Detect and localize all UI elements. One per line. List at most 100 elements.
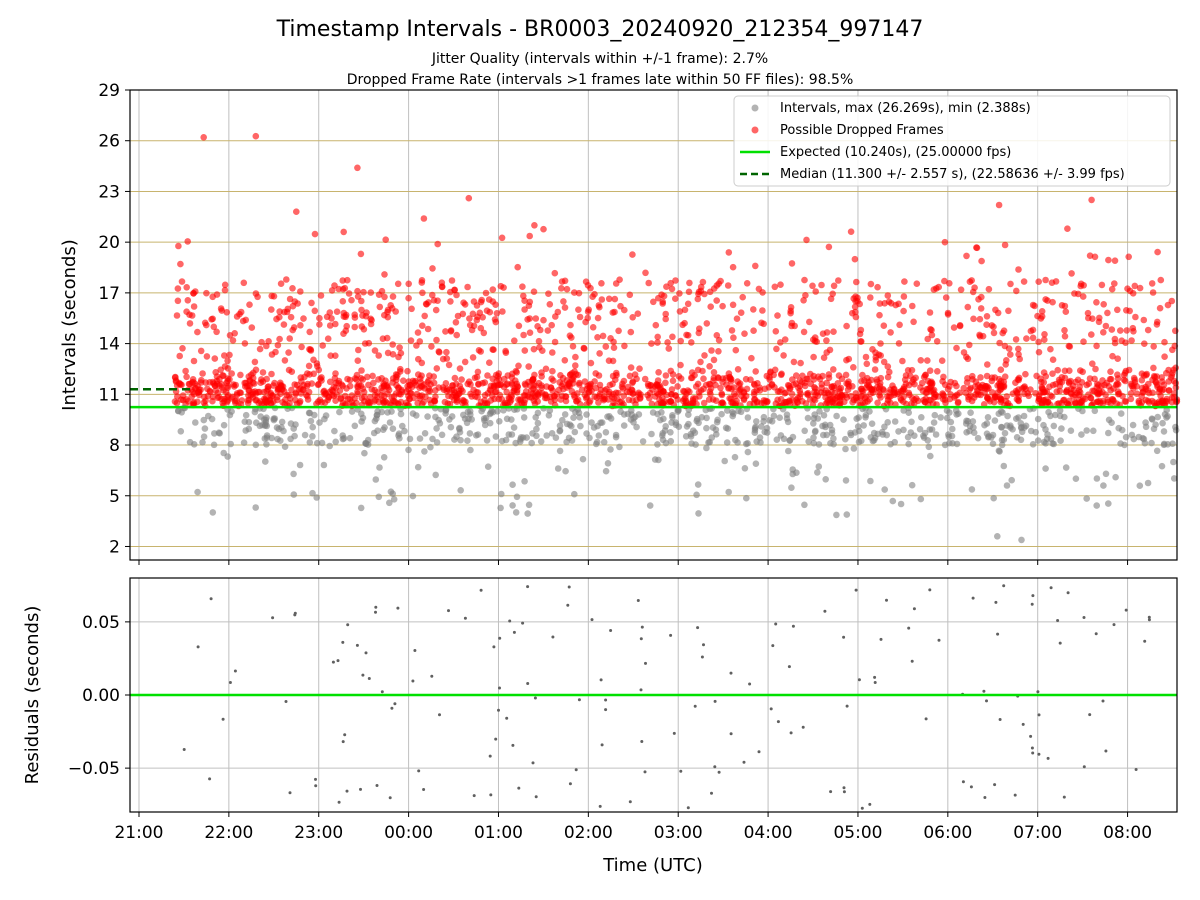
dropped-frame-point [859, 371, 866, 379]
dropped-frame-point [884, 292, 892, 299]
interval-point [805, 438, 812, 445]
interval-point [259, 421, 266, 429]
dropped-frame-point [1064, 225, 1071, 232]
dropped-frame-point [759, 307, 766, 314]
residual-point [845, 704, 849, 708]
dropped-frame-point [203, 289, 210, 297]
top-y-tick-label: 2 [109, 537, 120, 557]
dropped-frame-point [475, 381, 482, 388]
dropped-frame-point [1172, 384, 1180, 391]
dropped-frame-point [710, 369, 718, 376]
dropped-frame-point [521, 392, 529, 399]
interval-point [416, 435, 424, 442]
interval-point [291, 432, 298, 440]
dropped-frame-point [417, 375, 424, 382]
residual-point [823, 609, 827, 613]
interval-point [1057, 437, 1064, 445]
dropped-frame-point [1088, 196, 1095, 204]
dropped-frame-point [692, 395, 699, 402]
dropped-frame-point [345, 290, 353, 297]
dropped-frame-point [1138, 393, 1145, 400]
residual-point [729, 732, 733, 736]
dropped-frame-point [241, 340, 249, 347]
dropped-frame-point [677, 375, 685, 382]
dropped-frame-point [1158, 374, 1166, 381]
interval-point [380, 454, 388, 461]
interval-point [200, 416, 208, 424]
residual-point [331, 660, 335, 664]
interval-point [694, 481, 702, 488]
interval-point [263, 441, 270, 448]
dropped-frame-point [448, 277, 456, 284]
dropped-frame-point [1054, 366, 1061, 374]
dropped-frame-point [617, 302, 624, 310]
dropped-frame-point [602, 343, 610, 350]
dropped-frame-point [1122, 339, 1129, 347]
dropped-frame-point [221, 281, 229, 289]
top-y-tick-label: 8 [109, 436, 120, 456]
interval-point [904, 433, 912, 441]
interval-point [984, 414, 992, 421]
dropped-frame-point [499, 308, 506, 315]
residual-point [551, 635, 555, 639]
interval-point [989, 440, 997, 448]
interval-point [1105, 500, 1112, 507]
dropped-frame-point [1049, 370, 1056, 378]
interval-point [318, 439, 326, 447]
dropped-frame-point [834, 393, 841, 400]
residual-point [639, 688, 643, 692]
dropped-frame-point [985, 285, 993, 293]
dropped-frame-point [314, 363, 321, 370]
dropped-frame-point [940, 373, 947, 381]
dropped-frame-point [484, 372, 491, 379]
residual-point [374, 605, 378, 609]
dropped-frame-point [809, 282, 816, 290]
interval-point [306, 439, 314, 446]
interval-point [593, 438, 601, 446]
residual-point [702, 643, 705, 647]
dropped-frame-point [596, 350, 603, 357]
residual-point [293, 611, 297, 615]
dropped-frame-point [825, 243, 833, 251]
interval-point [486, 419, 494, 427]
dropped-frame-point [306, 328, 314, 336]
dropped-frame-point [1038, 308, 1046, 315]
interval-point [985, 433, 992, 441]
legend-marker-dropped [751, 126, 759, 134]
interval-point [510, 424, 518, 431]
dropped-frame-point [1165, 387, 1173, 394]
interval-point [562, 467, 569, 475]
dropped-frame-point [584, 314, 591, 322]
dropped-frame-point [429, 265, 436, 272]
dropped-frame-point [950, 324, 958, 331]
interval-point [908, 481, 916, 489]
dropped-frame-point [1161, 353, 1168, 361]
dropped-frame-point [693, 400, 700, 408]
dropped-frame-point [850, 364, 857, 371]
interval-point [881, 486, 888, 493]
dropped-frame-point [476, 309, 484, 317]
dropped-frame-point [567, 321, 574, 329]
dropped-frame-point [677, 361, 684, 369]
dropped-frame-point [331, 282, 338, 289]
interval-point [563, 438, 570, 446]
residual-point [717, 770, 721, 774]
dropped-frame-point [621, 342, 628, 350]
dropped-frame-point [404, 367, 411, 375]
interval-point [432, 413, 439, 421]
dropped-frame-point [535, 337, 543, 345]
dropped-frame-point [835, 277, 842, 284]
residual-point [566, 603, 570, 607]
dropped-frame-point [537, 326, 544, 334]
dropped-frame-point [531, 392, 538, 400]
interval-point [675, 407, 682, 414]
dropped-frame-point [654, 339, 661, 346]
dropped-frame-point [766, 376, 773, 383]
dropped-frame-point [867, 294, 874, 301]
residual-point [463, 616, 467, 620]
interval-point [1090, 427, 1097, 435]
interval-point [1150, 425, 1158, 433]
interval-point [262, 458, 269, 465]
legend-label-expected: Expected (10.240s), (25.00000 fps) [780, 145, 1011, 160]
dropped-frame-point [545, 290, 552, 298]
